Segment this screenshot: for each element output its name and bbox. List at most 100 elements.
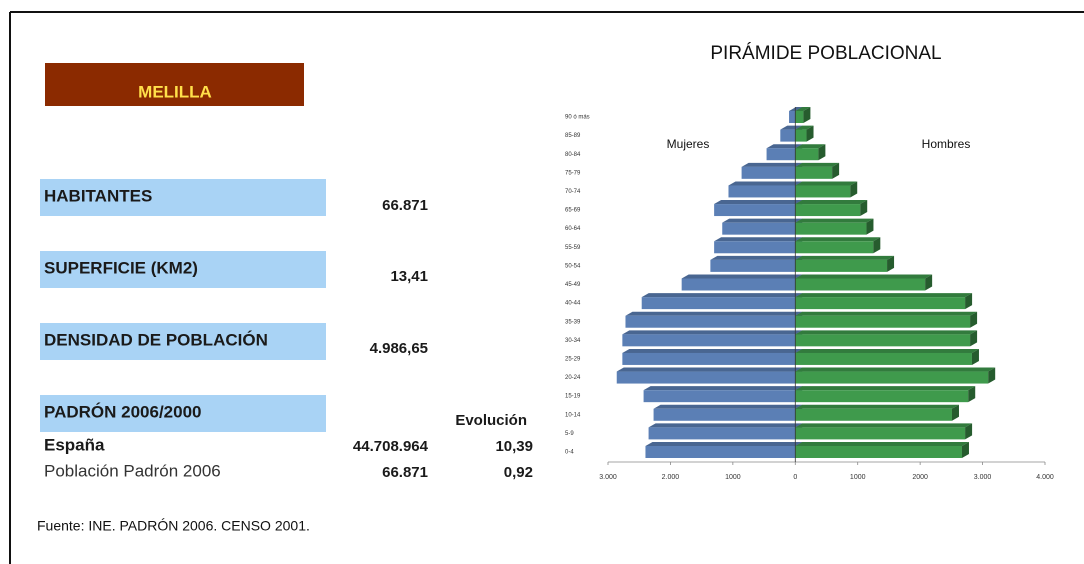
- bar-side: [961, 442, 969, 458]
- category-label: 60-64: [565, 226, 581, 232]
- bar: [795, 259, 888, 272]
- category-label: 40-44: [565, 301, 581, 307]
- bar: [643, 390, 796, 403]
- bar: [795, 111, 804, 123]
- region-title: MELILLA: [138, 82, 212, 101]
- bar: [789, 111, 796, 123]
- category-label: 70-74: [565, 189, 581, 195]
- bar: [795, 334, 971, 347]
- bar: [625, 315, 796, 328]
- bar: [795, 297, 966, 310]
- category-label: 75-79: [565, 170, 581, 176]
- bar-top: [795, 107, 811, 111]
- bar: [722, 222, 796, 235]
- x-tick-label: 1000: [850, 474, 866, 481]
- bar-top: [766, 144, 803, 149]
- bar: [795, 315, 971, 328]
- padron-row-label: Población Padrón 2006: [44, 461, 221, 480]
- x-tick-label: 3.000: [974, 474, 992, 481]
- legend-label: Mujeres: [667, 137, 710, 151]
- bar: [766, 148, 796, 161]
- bar-side: [965, 423, 973, 440]
- category-label: 10-14: [565, 412, 581, 418]
- bar-top: [645, 442, 803, 446]
- bar: [795, 166, 833, 179]
- bar: [795, 352, 972, 365]
- bar-top: [795, 423, 973, 428]
- bar-top: [780, 125, 803, 130]
- column-header: Evolución: [455, 412, 527, 429]
- row-box: [40, 251, 326, 288]
- bar-side: [866, 218, 874, 235]
- bar: [622, 352, 796, 365]
- region-box: [45, 63, 304, 106]
- bar: [795, 185, 851, 198]
- padron-row-label: España: [44, 435, 105, 454]
- bar-top: [795, 404, 959, 409]
- category-label: 85-89: [565, 133, 581, 139]
- row-box: [40, 395, 326, 432]
- bar: [795, 408, 952, 421]
- bar: [622, 334, 796, 347]
- bar: [795, 129, 807, 142]
- bar-top: [795, 293, 973, 298]
- bar-top: [714, 237, 803, 242]
- bar: [795, 371, 989, 384]
- row-label: DENSIDAD DE POBLACIÓN: [44, 330, 268, 349]
- row-value: 4.986,65: [370, 340, 428, 357]
- bar-top: [795, 125, 814, 130]
- bar-side: [970, 311, 978, 328]
- bar-top: [795, 144, 826, 149]
- bar-top: [625, 311, 803, 316]
- bar: [795, 427, 966, 440]
- row-label: SUPERFICIE (KM2): [44, 258, 198, 277]
- category-label: 25-29: [565, 357, 581, 363]
- bar-side: [818, 144, 826, 161]
- bar-top: [641, 293, 803, 298]
- x-tick-label: 2.000: [662, 474, 680, 481]
- bar-top: [795, 330, 978, 335]
- chart-title: PIRÁMIDE POBLACIONAL: [710, 43, 941, 64]
- row-box: [40, 179, 326, 216]
- category-label: 55-59: [565, 245, 581, 251]
- bar-side: [832, 162, 840, 179]
- x-tick-label: 1000: [725, 474, 741, 481]
- bar-top: [795, 218, 874, 223]
- category-label: 65-69: [565, 208, 581, 214]
- bar-side: [806, 125, 814, 142]
- bar-top: [653, 404, 803, 409]
- bar: [795, 446, 962, 458]
- bar-side: [951, 404, 959, 421]
- bar-top: [795, 311, 978, 316]
- padron-row-value: 66.871: [382, 464, 428, 481]
- bar-top: [795, 386, 976, 391]
- category-label: 50-54: [565, 263, 581, 269]
- bar-top: [714, 200, 803, 205]
- x-tick-label: 4.000: [1036, 474, 1054, 481]
- bar: [648, 427, 796, 440]
- bar-top: [795, 162, 840, 167]
- bar-side: [968, 386, 976, 403]
- bar: [780, 129, 796, 142]
- category-label: 15-19: [565, 394, 581, 400]
- bar-side: [988, 367, 996, 384]
- category-label: 80-84: [565, 152, 581, 158]
- bar-top: [728, 181, 803, 186]
- x-tick-label: 2000: [912, 474, 928, 481]
- bar-side: [860, 200, 868, 217]
- bar-side: [887, 255, 895, 272]
- bar-top: [795, 442, 969, 446]
- bar: [714, 241, 796, 254]
- x-tick-label: 3.000: [599, 474, 617, 481]
- category-label: 35-39: [565, 319, 581, 325]
- padron-row-value: 44.708.964: [353, 438, 429, 455]
- bar-top: [722, 218, 803, 223]
- bar-top: [795, 367, 996, 372]
- padron-row-evolution: 10,39: [495, 438, 533, 455]
- bar-side: [850, 181, 858, 198]
- bar-top: [741, 162, 803, 167]
- bar-side: [925, 274, 933, 291]
- bar-side: [971, 348, 979, 365]
- bar-top: [616, 367, 803, 372]
